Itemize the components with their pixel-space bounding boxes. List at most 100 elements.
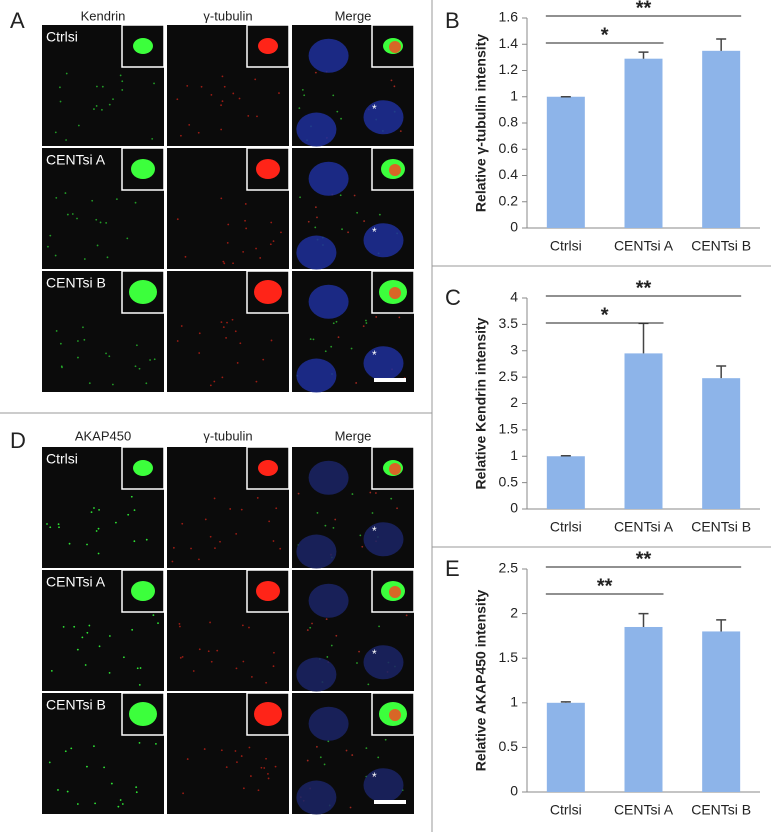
speck — [176, 340, 179, 342]
row-label: CENTsi B — [46, 697, 106, 713]
speck — [336, 110, 339, 113]
speck — [327, 740, 330, 743]
row-label: CENTsi A — [46, 574, 106, 590]
speck — [365, 322, 368, 324]
x-tick-label: CENTsi A — [614, 238, 674, 254]
speck — [198, 332, 201, 335]
nucleus — [296, 358, 337, 393]
inset-signal — [389, 709, 401, 721]
speck — [324, 524, 327, 527]
speck — [57, 523, 60, 526]
speck — [149, 359, 151, 361]
speck — [135, 791, 138, 794]
speck — [64, 192, 67, 194]
speck — [356, 211, 359, 214]
speck — [130, 495, 133, 498]
speck — [139, 667, 142, 669]
significance-label: ** — [636, 277, 652, 299]
speck — [95, 530, 98, 532]
nucleus — [296, 657, 337, 692]
speck — [155, 742, 157, 745]
speck — [134, 201, 137, 204]
speck — [272, 665, 275, 668]
speck — [198, 648, 201, 651]
x-tick-label: CENTsi B — [691, 802, 751, 818]
speck — [248, 746, 251, 749]
speck — [55, 330, 58, 332]
nucleus — [308, 706, 349, 741]
speck — [105, 222, 108, 224]
y-tick-label: 1 — [510, 694, 518, 710]
speck — [298, 107, 301, 110]
speck — [181, 522, 184, 525]
inset — [371, 446, 415, 490]
speck — [88, 382, 91, 385]
nucleus — [308, 38, 349, 73]
speck — [229, 508, 232, 510]
panel-letter: D — [10, 428, 26, 453]
speck — [106, 256, 109, 259]
speck — [309, 338, 312, 341]
speck — [267, 772, 269, 775]
speck — [138, 367, 141, 370]
speck — [153, 358, 156, 361]
speck — [332, 94, 335, 97]
speck — [241, 624, 244, 627]
speck — [358, 650, 360, 653]
speck — [239, 342, 242, 345]
speck — [365, 747, 368, 750]
speck — [259, 257, 262, 259]
speck — [178, 622, 181, 625]
speck — [351, 754, 354, 756]
speck — [222, 326, 225, 329]
y-tick-label: 0.8 — [499, 114, 519, 130]
speck — [244, 203, 247, 205]
bar — [546, 96, 585, 228]
y-tick-label: 0 — [510, 219, 518, 235]
inset-signal — [256, 159, 280, 179]
speck — [198, 558, 200, 561]
y-axis-label: Relative AKAP450 intensity — [473, 590, 489, 772]
speck — [93, 745, 95, 748]
speck — [260, 766, 263, 769]
speck — [339, 194, 342, 197]
column-header: Merge — [335, 8, 372, 23]
speck — [325, 618, 328, 621]
speck — [210, 93, 213, 96]
speck — [335, 634, 338, 637]
x-tick-label: Ctrlsi — [550, 238, 582, 254]
panel-letter: A — [10, 8, 25, 33]
speck — [350, 347, 353, 350]
bar — [624, 626, 663, 792]
speck — [332, 322, 335, 325]
speck — [378, 213, 381, 216]
speck — [197, 131, 200, 134]
error-bar — [560, 701, 571, 703]
nucleus — [296, 780, 337, 815]
speck — [226, 321, 228, 324]
speck — [145, 538, 148, 541]
inset-signal — [258, 38, 278, 54]
inset-signal — [129, 280, 157, 304]
y-tick-label: 3.5 — [499, 315, 519, 331]
cell-marker: * — [372, 102, 377, 116]
nucleus — [308, 460, 349, 495]
speck — [121, 80, 124, 83]
speck — [309, 626, 312, 629]
nucleus — [363, 223, 404, 258]
speck — [135, 786, 138, 789]
speck — [396, 507, 398, 510]
speck — [88, 624, 91, 627]
speck — [236, 761, 238, 764]
significance-label: * — [601, 304, 609, 326]
speck — [256, 497, 259, 499]
speck — [95, 218, 98, 221]
inset-signal — [389, 463, 401, 475]
speck — [244, 219, 246, 222]
y-axis-label: Relative γ-tubulin intensity — [473, 34, 489, 212]
speck — [316, 512, 319, 514]
speck — [126, 237, 129, 240]
speck — [121, 89, 124, 91]
speck — [65, 72, 68, 75]
